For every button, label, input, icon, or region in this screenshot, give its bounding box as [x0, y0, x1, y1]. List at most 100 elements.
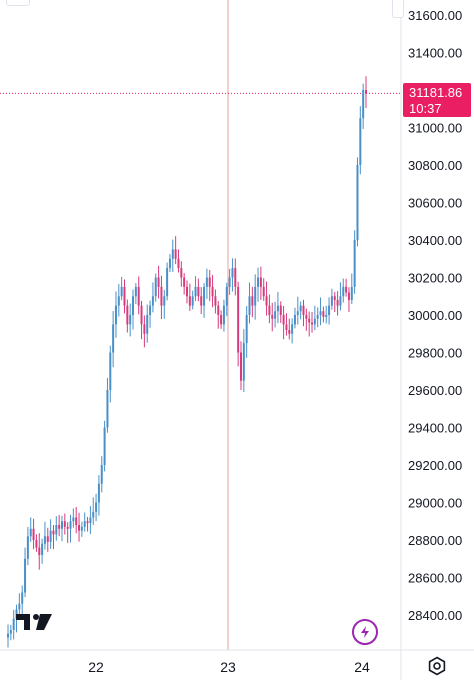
candle	[362, 83, 365, 129]
candle	[208, 269, 211, 302]
candle	[200, 287, 203, 315]
candle-body	[58, 525, 61, 529]
candle-body	[359, 118, 362, 165]
candle	[319, 297, 322, 326]
candle	[262, 278, 265, 301]
candle	[41, 538, 44, 564]
y-tick-label: 29000.00	[408, 496, 462, 511]
candle-body	[26, 536, 29, 559]
candle	[345, 278, 348, 297]
settings-button[interactable]	[424, 654, 450, 678]
candle-body	[291, 324, 294, 334]
y-tick-label: 31600.00	[408, 8, 462, 23]
candle	[339, 282, 342, 311]
y-tick-label: 31400.00	[408, 46, 462, 61]
candle-body	[288, 330, 291, 334]
candle	[120, 276, 123, 301]
candle	[80, 521, 83, 537]
candle	[86, 516, 89, 532]
flash-button[interactable]	[352, 619, 378, 645]
candle-body	[29, 528, 32, 537]
y-tick-label: 29600.00	[408, 383, 462, 398]
candle-body	[200, 296, 203, 306]
candle	[78, 512, 81, 542]
candle	[288, 318, 291, 340]
y-tick-label: 29800.00	[408, 346, 462, 361]
candle-body	[151, 296, 154, 306]
candle-body	[308, 318, 311, 323]
candle-body	[174, 249, 177, 259]
candle	[174, 236, 177, 265]
candle-body	[72, 517, 75, 522]
candle	[231, 258, 234, 292]
candle	[129, 303, 132, 337]
tradingview-logo-icon[interactable]	[14, 608, 54, 636]
candle	[265, 281, 268, 316]
candle	[282, 305, 285, 340]
candle-body	[237, 286, 240, 353]
candle	[123, 279, 126, 314]
candle	[225, 282, 228, 317]
candle	[126, 299, 129, 333]
y-tick-label: 29400.00	[408, 421, 462, 436]
candle	[242, 329, 245, 393]
candle-body	[69, 521, 72, 529]
candle	[9, 624, 12, 641]
candle	[92, 497, 95, 525]
x-axis: 22 23 24	[88, 659, 370, 675]
candle	[365, 76, 367, 108]
candle	[203, 283, 206, 318]
candle-body	[126, 305, 129, 325]
candle	[60, 515, 63, 542]
candle	[75, 506, 78, 534]
candle	[168, 254, 171, 273]
candle	[347, 287, 350, 312]
candle	[220, 310, 223, 329]
candle	[191, 290, 194, 310]
candle	[43, 521, 46, 550]
candle-body	[311, 322, 314, 325]
candle	[89, 506, 92, 535]
candle	[325, 305, 328, 324]
candle-body	[245, 315, 248, 344]
candle-body	[63, 521, 66, 527]
candle	[166, 262, 169, 301]
candle	[180, 261, 183, 287]
candle	[7, 624, 9, 648]
candle-body	[276, 305, 279, 312]
candle	[311, 312, 314, 333]
candle-body	[325, 315, 328, 317]
candle-body	[157, 277, 160, 287]
last-price-value: 31181.86	[409, 85, 463, 100]
candle	[305, 308, 308, 331]
candle	[279, 301, 282, 323]
candle-body	[257, 277, 260, 287]
candle	[245, 306, 248, 358]
candle	[95, 493, 98, 522]
candle	[157, 265, 160, 299]
top-right-tab[interactable]	[392, 0, 404, 18]
candle-body	[220, 315, 223, 325]
candle	[257, 267, 260, 302]
candle-body	[117, 296, 120, 306]
candle-body	[92, 511, 95, 518]
candle-body	[242, 343, 245, 381]
candle-body	[38, 547, 41, 555]
candle	[214, 289, 217, 314]
top-left-tab[interactable]	[6, 0, 30, 6]
candle	[151, 282, 154, 313]
candle-body	[302, 305, 305, 315]
candle-body	[112, 324, 115, 353]
candle	[188, 283, 191, 311]
candle-body	[356, 165, 359, 240]
candle-body	[282, 315, 285, 325]
candle-body	[134, 286, 137, 297]
candle-body	[66, 526, 69, 529]
candle	[58, 515, 61, 537]
candle-body	[166, 268, 169, 297]
y-tick-label: 28400.00	[408, 608, 462, 623]
candle-body	[106, 390, 109, 428]
candle-body	[24, 558, 27, 593]
candle	[103, 420, 106, 472]
